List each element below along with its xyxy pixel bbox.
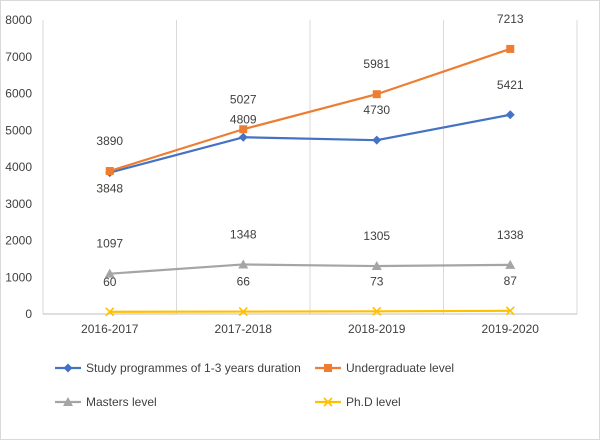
data-point-marker [372, 90, 381, 99]
legend-label: Undergraduate level [346, 361, 454, 375]
y-tick-label: 4000 [5, 160, 32, 174]
data-point-marker [324, 364, 332, 372]
data-label: 4730 [363, 103, 390, 117]
legend-item: Ph.D level [315, 395, 401, 409]
data-label: 3890 [96, 134, 123, 148]
data-label: 1305 [363, 229, 390, 243]
x-tick-label: 2018-2019 [348, 322, 406, 336]
y-tick-label: 3000 [5, 197, 32, 211]
y-tick-label: 0 [25, 307, 32, 321]
y-tick-label: 2000 [5, 234, 32, 248]
legend-item: Undergraduate level [315, 361, 454, 375]
x-tick-label: 2016-2017 [81, 322, 139, 336]
data-point-marker [239, 125, 248, 134]
series-group [104, 44, 516, 317]
data-label: 5981 [363, 57, 390, 71]
data-point-marker [105, 167, 114, 176]
data-point-marker [63, 397, 73, 406]
data-point-marker [505, 110, 515, 120]
data-point-marker [505, 306, 515, 316]
data-point-marker [63, 363, 73, 373]
series-line [109, 47, 511, 173]
legend: Study programmes of 1-3 years duration Un… [55, 361, 454, 409]
series-line [109, 113, 511, 174]
x-tick-label: 2017-2018 [215, 322, 273, 336]
data-labels: 3848 4809 4730 5421 3890 5027 5981 7213 1097 1348… [96, 12, 524, 289]
series-line [109, 309, 511, 313]
data-label: 3848 [96, 182, 123, 196]
data-point-marker [238, 259, 249, 269]
data-point-marker [505, 259, 516, 269]
data-label: 1338 [497, 228, 524, 242]
y-tick-label: 8000 [5, 13, 32, 27]
x-axis: 2016-2017 2017-2018 2018-2019 2019-2020 [43, 313, 577, 336]
y-tick-label: 6000 [5, 87, 32, 101]
legend-label: Ph.D level [346, 395, 401, 409]
data-label: 1097 [96, 237, 123, 251]
y-tick-label: 7000 [5, 50, 32, 64]
data-point-marker [105, 307, 115, 317]
data-label: 5027 [230, 92, 257, 106]
data-point-marker [104, 268, 115, 278]
data-label: 60 [103, 275, 117, 289]
data-point-marker [372, 135, 382, 145]
legend-item: Study programmes of 1-3 years duration [55, 361, 301, 375]
data-point-marker [371, 261, 382, 271]
x-tick-label: 2019-2020 [482, 322, 540, 336]
series-line [109, 263, 511, 275]
data-label: 5421 [497, 78, 524, 92]
data-label: 1348 [230, 227, 257, 241]
data-point-marker [372, 306, 382, 316]
legend-item: Masters level [55, 395, 157, 409]
data-point-marker [506, 44, 515, 53]
legend-label: Study programmes of 1-3 years duration [86, 361, 301, 375]
y-axis: 0 1000 2000 3000 4000 5000 6000 7000 8000 [5, 13, 32, 321]
y-tick-label: 1000 [5, 270, 32, 284]
data-label: 73 [370, 274, 384, 288]
data-label: 7213 [497, 12, 524, 26]
grid-lines [42, 20, 578, 314]
y-tick-label: 5000 [5, 123, 32, 137]
data-label: 66 [237, 275, 251, 289]
data-point-marker [238, 132, 248, 142]
data-point-marker [323, 397, 333, 407]
data-label: 87 [504, 274, 518, 288]
data-point-marker [238, 307, 248, 317]
legend-label: Masters level [86, 395, 157, 409]
data-label: 4809 [230, 112, 257, 126]
